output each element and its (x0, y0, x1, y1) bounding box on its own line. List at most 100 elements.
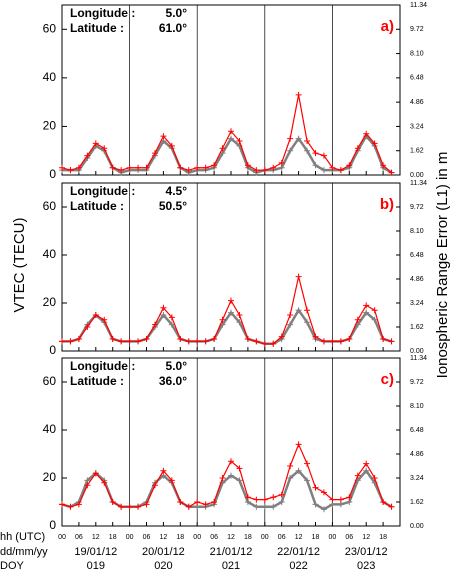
longitude-value: 4.5° (166, 184, 188, 198)
plus-marker (219, 316, 226, 323)
latitude-label: Latitude : (70, 199, 124, 213)
x-tick-label: 18 (244, 534, 252, 541)
plus-marker (236, 465, 243, 472)
plus-marker (304, 138, 311, 144)
series-line (62, 276, 392, 345)
y2-tick-label: 11.34 (410, 180, 427, 187)
plus-marker (236, 138, 243, 144)
plus-marker (312, 150, 319, 157)
y-tick-label: 60 (43, 21, 57, 35)
y2-tick-label: 8.10 (410, 403, 424, 410)
x-tick-label: 06 (75, 534, 83, 541)
plus-marker (160, 467, 167, 474)
series-line (61, 468, 393, 511)
plus-marker (295, 307, 302, 314)
plus-marker (295, 273, 302, 280)
x-tick-label: 18 (176, 534, 184, 541)
plus-marker (135, 503, 142, 510)
plus-marker (287, 321, 294, 328)
plus-marker (270, 164, 277, 171)
y2-tick-label: 11.34 (410, 355, 427, 362)
plus-marker (168, 321, 175, 328)
plus-marker (168, 314, 175, 321)
plus-marker (236, 477, 243, 484)
plus-marker (329, 338, 336, 345)
plus-marker (346, 336, 353, 342)
plus-marker (371, 316, 378, 323)
plus-marker (261, 503, 268, 510)
plus-marker (320, 489, 327, 496)
plus-marker (278, 333, 285, 340)
longitude-value: 5.0° (166, 359, 188, 373)
series-line (62, 134, 393, 174)
y-tick-label: 0 (49, 343, 56, 357)
y2-tick-label: 11.34 (410, 2, 427, 9)
longitude-label: Longitude : (70, 6, 135, 20)
plus-marker (118, 167, 125, 174)
plus-marker (236, 312, 243, 318)
plus-marker (287, 312, 294, 318)
plus-marker (118, 503, 125, 510)
y2-tick-label: 6.48 (410, 252, 424, 259)
plus-marker (253, 496, 260, 503)
plus-marker (109, 499, 116, 505)
longitude-label: Longitude : (70, 359, 135, 373)
series-line (61, 94, 392, 174)
plus-marker (84, 324, 91, 330)
plus-marker (75, 164, 82, 171)
plus-marker (228, 135, 234, 142)
plus-marker (287, 475, 294, 481)
plus-marker (295, 135, 302, 142)
plus-marker (211, 162, 218, 169)
y-tick-label: 20 (43, 470, 57, 484)
plus-marker (143, 164, 150, 171)
plus-marker (278, 499, 285, 505)
plus-marker (143, 501, 150, 508)
plus-marker (59, 501, 65, 508)
plus-marker (160, 133, 167, 140)
plus-marker (304, 477, 311, 484)
x-tick-label: 12 (362, 534, 370, 541)
plus-marker (287, 135, 294, 142)
y-tick-label: 20 (43, 295, 57, 309)
y2-tick-label: 4.86 (410, 99, 424, 106)
x-tick-label: 18 (109, 534, 117, 541)
x-tick-label: 18 (379, 534, 387, 541)
y2-tick-label: 3.24 (410, 475, 424, 482)
date-label: 21/01/12 (210, 546, 253, 558)
plus-marker (320, 167, 327, 174)
plus-marker (278, 159, 285, 166)
plus-marker (160, 312, 167, 318)
y2-tick-label: 6.48 (410, 427, 424, 434)
plus-marker (312, 162, 319, 169)
plus-marker (67, 503, 74, 510)
plus-marker (320, 338, 327, 345)
x-tick-label: 00 (193, 534, 201, 541)
plus-marker (388, 503, 395, 510)
plus-marker (177, 499, 184, 505)
plus-marker (185, 503, 192, 510)
panel-label: a) (381, 18, 394, 35)
y-tick-label: 40 (43, 422, 57, 436)
y2-tick-label: 1.62 (410, 324, 424, 331)
plus-marker (304, 319, 311, 326)
plus-marker (126, 338, 133, 345)
panel-label: b) (380, 196, 394, 213)
plus-marker (194, 338, 201, 345)
plus-marker (363, 130, 370, 137)
plus-marker (388, 338, 395, 345)
y2-tick-label: 8.10 (410, 228, 424, 235)
plus-marker (211, 499, 218, 505)
plus-marker (101, 145, 108, 152)
plus-marker (329, 496, 336, 503)
plus-marker (354, 316, 361, 323)
x-tick-label: 06 (345, 534, 353, 541)
plus-marker (287, 463, 294, 469)
plus-marker (337, 338, 344, 345)
plus-marker (312, 333, 319, 340)
plus-marker (118, 338, 125, 345)
y2-tick-label: 3.24 (410, 123, 424, 130)
x-tick-label: 12 (227, 534, 235, 541)
plus-marker (177, 164, 184, 171)
plus-marker (101, 316, 108, 323)
